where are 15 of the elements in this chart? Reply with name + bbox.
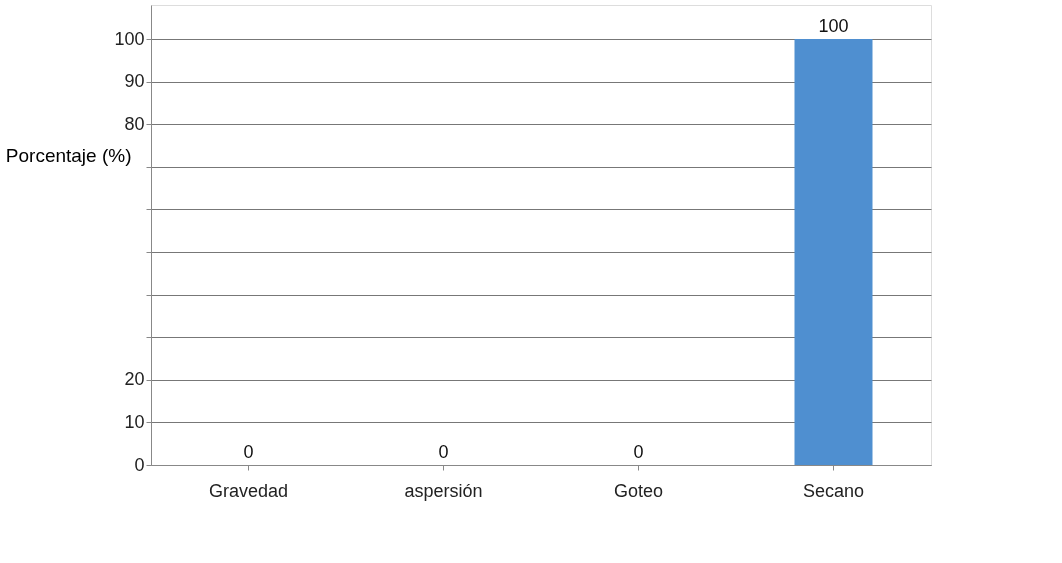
data-label: 0	[438, 442, 449, 462]
y-tick-label: 90	[124, 71, 145, 92]
x-tick-label: Secano	[802, 480, 865, 501]
x-tick-label: Gravedad	[208, 480, 289, 501]
y-tick-label: 0	[134, 454, 145, 475]
y-axis-title: Porcentaje (%)	[5, 144, 132, 166]
data-label: 0	[633, 442, 644, 462]
data-label: 0	[243, 442, 254, 462]
data-label: 100	[818, 16, 849, 37]
x-tick-label: aspersión	[404, 480, 483, 501]
y-tick-label: 20	[124, 369, 145, 390]
x-tick-label: Goteo	[613, 480, 664, 501]
y-tick-label: 80	[124, 113, 145, 134]
y-tick-label: 10	[124, 411, 145, 432]
y-tick-label: 100	[114, 28, 145, 49]
